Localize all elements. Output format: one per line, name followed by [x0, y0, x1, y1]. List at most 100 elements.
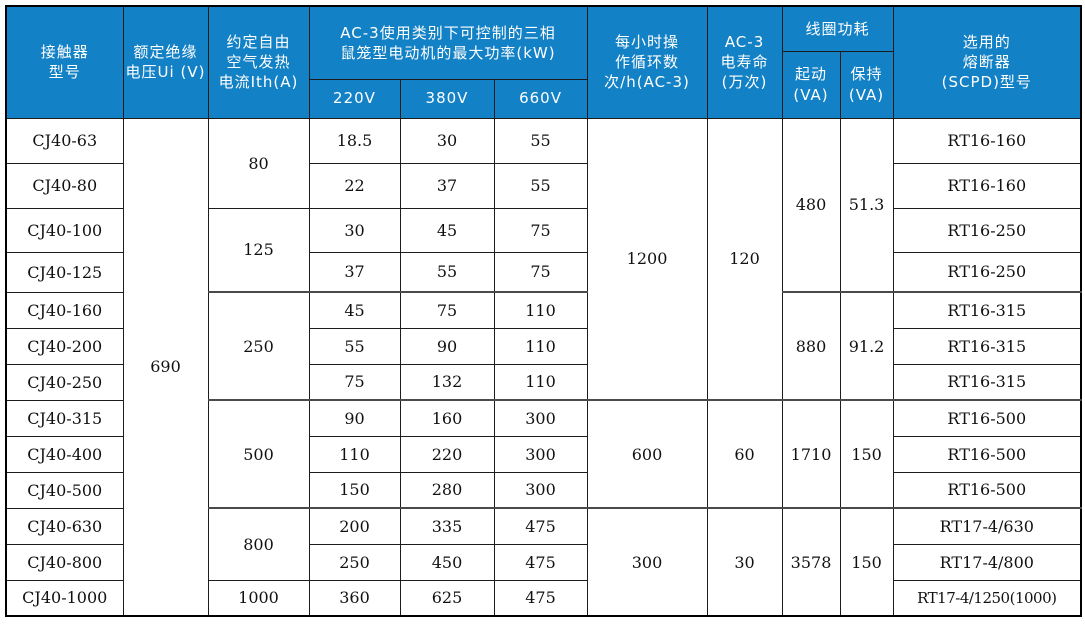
cell-p380: 55 [399, 251, 495, 293]
cell-p220: 45 [308, 291, 401, 329]
cell-ith: 1000 [207, 579, 310, 617]
cell-p220: 75 [308, 363, 401, 401]
cell-model: CJ40-400 [5, 435, 124, 473]
cell-p660: 475 [493, 507, 588, 545]
cell-fuse: RT17-4/1250(1000) [892, 579, 1082, 617]
cell-ith: 800 [207, 507, 310, 581]
cell-life: 60 [706, 399, 783, 509]
cell-p380: 37 [399, 162, 495, 209]
cell-p220: 150 [308, 471, 401, 509]
cell-model: CJ40-160 [5, 291, 124, 329]
cell-model: CJ40-630 [5, 507, 124, 545]
cell-model: CJ40-250 [5, 363, 124, 401]
table-body: CJ40-63 690 80 18.5 30 55 1200 120 480 5… [5, 117, 1082, 617]
cell-model: CJ40-800 [5, 543, 124, 581]
cell-p660: 475 [493, 543, 588, 581]
cell-insulation-voltage: 690 [122, 117, 209, 617]
table-row: CJ40-500 150 280 300 RT16-500 [5, 471, 1082, 509]
cell-start-va: 3578 [781, 507, 841, 617]
cell-fuse: RT16-315 [892, 291, 1082, 329]
header-insulation-voltage: 额定绝缘 电压Ui (V) [122, 5, 209, 119]
table-row: CJ40-80 22 37 55 RT16-160 [5, 162, 1082, 209]
cell-ith: 500 [207, 399, 310, 509]
header-max-power: AC-3使用类别下可控制的三相 鼠笼型电动机的最大功率(kW) [308, 5, 588, 80]
header-cycles-per-hour: 每小时操 作循环数 次/h(AC-3) [586, 5, 708, 119]
cell-p220: 250 [308, 543, 401, 581]
contactor-spec-table: 接触器 型号 额定绝缘 电压Ui (V) 约定自由 空气发热 电流Ith(A) … [5, 5, 1083, 617]
cell-p220: 30 [308, 207, 401, 253]
cell-fuse: RT16-160 [892, 117, 1082, 164]
header-contactor-model: 接触器 型号 [5, 5, 124, 119]
cell-p660: 300 [493, 435, 588, 473]
cell-cycles: 300 [586, 507, 708, 617]
cell-model: CJ40-100 [5, 207, 124, 253]
header-row-3: 220V 380V 660V [6, 78, 1081, 119]
cell-p660: 475 [493, 579, 588, 617]
cell-ith: 80 [207, 117, 310, 209]
cell-ith: 250 [207, 291, 310, 401]
header-coil-hold: 保持 (VA) [839, 50, 894, 119]
cell-model: CJ40-500 [5, 471, 124, 509]
cell-cycles: 1200 [586, 117, 708, 401]
header-coil-start: 起动 (VA) [781, 50, 841, 119]
cell-hold-va: 51.3 [839, 117, 894, 293]
cell-p380: 75 [399, 291, 495, 329]
cell-fuse: RT17-4/800 [892, 543, 1082, 581]
cell-p660: 110 [493, 291, 588, 329]
table-row: CJ40-1000 1000 360 625 475 RT17-4/1250(1… [5, 579, 1082, 617]
cell-p380: 335 [399, 507, 495, 545]
cell-p380: 30 [399, 117, 495, 164]
cell-start-va: 1710 [781, 399, 841, 509]
header-220v: 220V [308, 78, 401, 119]
cell-p660: 300 [493, 399, 588, 437]
cell-ith: 125 [207, 207, 310, 293]
table-row: CJ40-250 75 132 110 RT16-315 [5, 363, 1082, 401]
cell-fuse: RT17-4/630 [892, 507, 1082, 545]
cell-start-va: 880 [781, 291, 841, 401]
cell-hold-va: 91.2 [839, 291, 894, 401]
cell-p660: 55 [493, 162, 588, 209]
cell-p220: 200 [308, 507, 401, 545]
cell-life: 30 [706, 507, 783, 617]
cell-model: CJ40-315 [5, 399, 124, 437]
cell-p380: 280 [399, 471, 495, 509]
header-380v: 380V [399, 78, 495, 119]
cell-p660: 55 [493, 117, 588, 164]
cell-model: CJ40-1000 [5, 579, 124, 617]
header-thermal-current: 约定自由 空气发热 电流Ith(A) [207, 5, 310, 119]
cell-fuse: RT16-315 [892, 363, 1082, 401]
cell-p220: 18.5 [308, 117, 401, 164]
cell-p380: 160 [399, 399, 495, 437]
cell-p220: 360 [308, 579, 401, 617]
table-row: CJ40-160 250 45 75 110 880 91.2 RT16-315 [5, 291, 1082, 401]
header-electrical-life: AC-3 电寿命 (万次) [706, 5, 783, 119]
cell-fuse: RT16-250 [892, 207, 1082, 253]
cell-fuse: RT16-315 [892, 327, 1082, 365]
cell-p660: 75 [493, 207, 588, 253]
table-row: CJ40-630 800 200 335 475 300 30 3578 150… [5, 507, 1082, 617]
cell-fuse: RT16-500 [892, 471, 1082, 509]
cell-p380: 450 [399, 543, 495, 581]
cell-model: CJ40-200 [5, 327, 124, 365]
cell-p220: 55 [308, 327, 401, 365]
cell-p380: 45 [399, 207, 495, 253]
cell-p380: 90 [399, 327, 495, 365]
cell-p660: 110 [493, 363, 588, 401]
cell-hold-va: 150 [839, 507, 894, 617]
cell-p380: 220 [399, 435, 495, 473]
header-660v: 660V [493, 78, 588, 119]
cell-p660: 300 [493, 471, 588, 509]
cell-p220: 90 [308, 399, 401, 437]
table-row: CJ40-63 690 80 18.5 30 55 1200 120 480 5… [5, 117, 1082, 617]
cell-p220: 110 [308, 435, 401, 473]
cell-model: CJ40-80 [5, 162, 124, 209]
cell-model: CJ40-125 [5, 251, 124, 293]
cell-p660: 75 [493, 251, 588, 293]
table-header: 接触器 型号 额定绝缘 电压Ui (V) 约定自由 空气发热 电流Ith(A) … [5, 5, 1082, 119]
cell-fuse: RT16-500 [892, 399, 1082, 437]
cell-p660: 110 [493, 327, 588, 365]
cell-fuse: RT16-160 [892, 162, 1082, 209]
header-fuse-type: 选用的 熔断器 (SCPD)型号 [892, 5, 1082, 119]
header-row-1: 接触器 型号 额定绝缘 电压Ui (V) 约定自由 空气发热 电流Ith(A) … [5, 5, 1082, 119]
header-row-2: 起动 (VA) 保持 (VA) [6, 50, 1081, 119]
